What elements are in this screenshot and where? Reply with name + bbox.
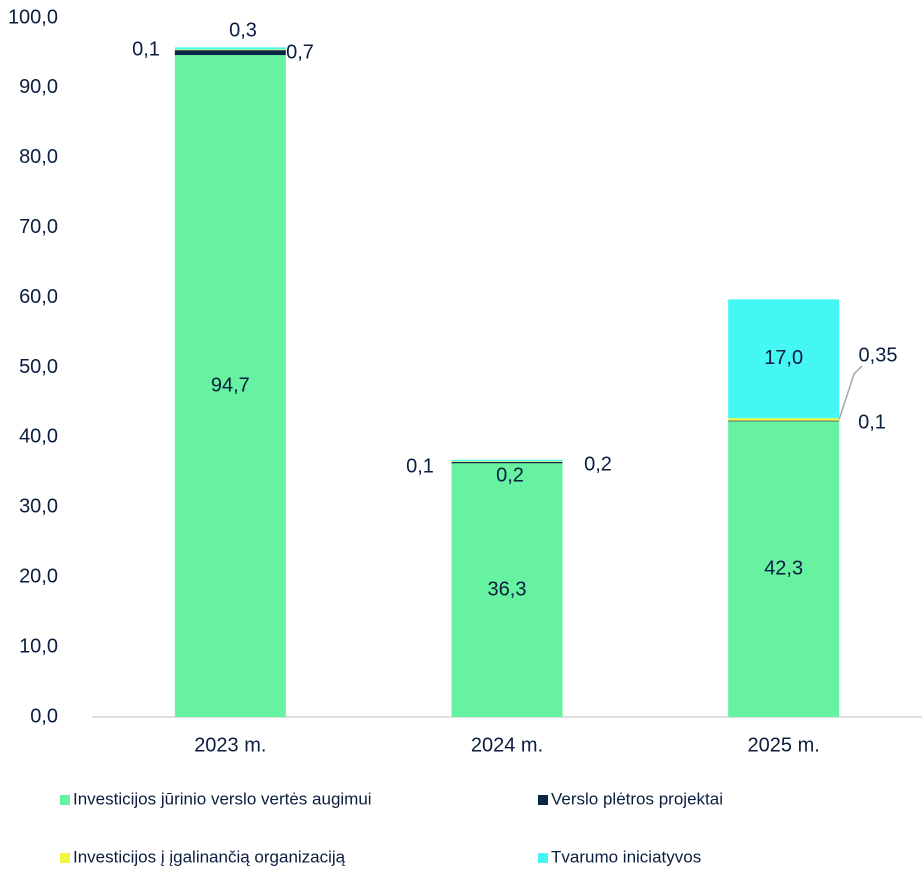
data-label: 0,3 [229,19,257,41]
bar-segment [451,463,563,717]
bar-segment [174,50,286,56]
leader-line [838,365,863,420]
bar-segment [174,47,286,50]
data-label: 42,3 [764,557,803,579]
data-label: 0,35 [859,344,898,366]
legend-swatch [538,853,548,863]
y-tick-label: 20,0 [19,565,58,587]
bar-segment [451,461,563,464]
data-label: 0,7 [286,41,314,63]
y-tick-label: 40,0 [19,426,58,448]
data-label: 0,1 [858,411,886,433]
data-label: 0,1 [406,455,434,477]
data-label: 36,3 [488,578,527,600]
bar-segment [451,459,563,462]
legend-swatch [60,795,70,805]
legend-label: Investicijos į įgalinančią organizaciją [73,847,346,866]
y-tick-label: 60,0 [19,286,58,308]
x-tick-label: 2023 m. [194,734,266,756]
x-tick-label: 2025 m. [748,734,820,756]
legend-label: Investicijos jūrinio verslo vertės augim… [73,789,372,808]
data-label: 17,0 [764,347,803,369]
data-label: 94,7 [211,374,250,396]
legend-label: Tvarumo iniciatyvos [551,847,701,866]
y-tick-label: 100,0 [8,6,58,28]
y-tick-label: 10,0 [19,635,58,657]
bar-segment [728,299,840,419]
y-tick-label: 50,0 [19,356,58,378]
bar-segment [451,461,563,462]
y-tick-label: 70,0 [19,216,58,238]
legend-label: Verslo plėtros projektai [551,789,723,808]
bar-segment [728,420,840,422]
data-label: 0,2 [496,464,524,486]
data-label: 0,2 [584,453,612,475]
x-tick-label: 2024 m. [471,734,543,756]
bar-segment [728,418,840,421]
bar-segment [174,55,286,718]
bar-segment [174,49,286,51]
data-label: 0,1 [132,38,160,60]
y-tick-label: 80,0 [19,146,58,168]
legend-swatch [60,853,70,863]
y-tick-label: 90,0 [19,76,58,98]
y-tick-label: 0,0 [30,705,58,727]
legend-swatch [538,795,548,805]
bar-segment [728,421,840,717]
y-tick-label: 30,0 [19,496,58,518]
